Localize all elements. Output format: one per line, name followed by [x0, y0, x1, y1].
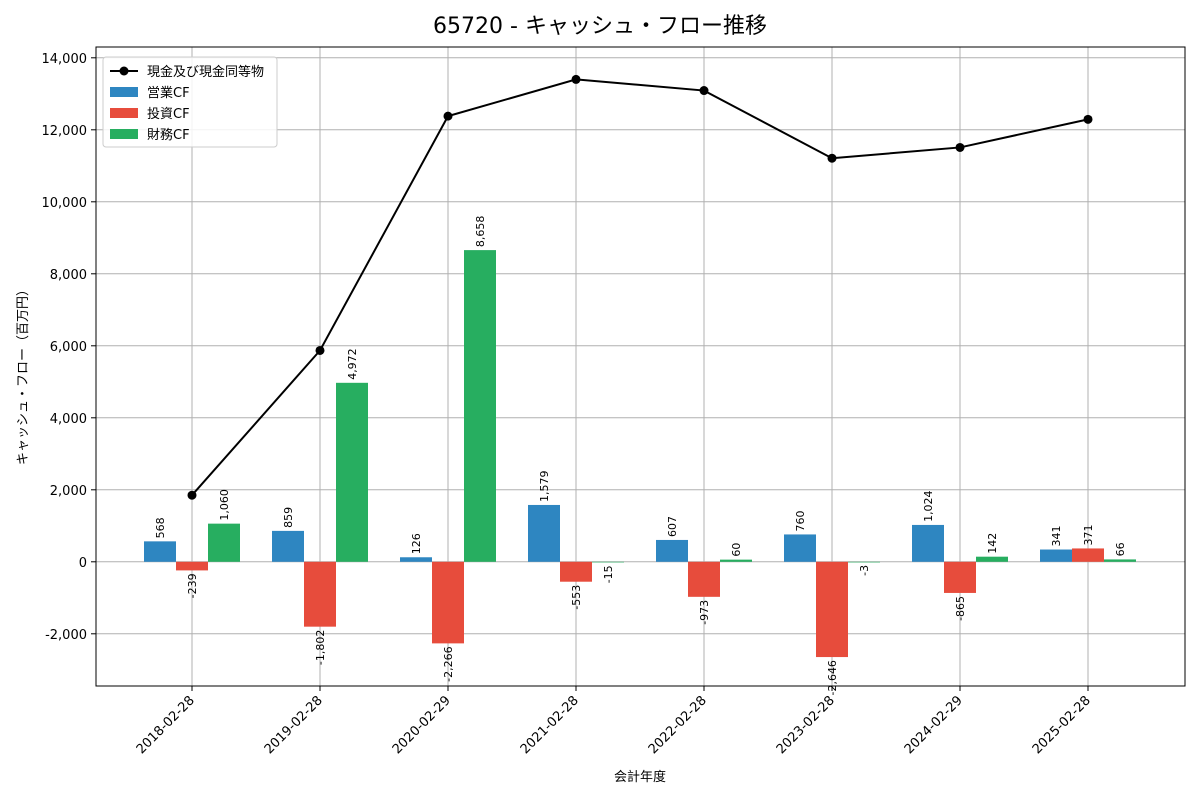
- bar-財務CF-1: [336, 382, 368, 562]
- bar-財務CF-6: [976, 556, 1008, 562]
- bar-財務CF-5: [848, 561, 880, 563]
- data-label: 66: [1114, 542, 1127, 556]
- bar-財務CF-7: [1104, 559, 1136, 562]
- legend-box: [102, 56, 278, 148]
- line-point: [699, 86, 709, 96]
- bar-投資CF-1: [304, 561, 336, 627]
- data-label: -3: [858, 565, 871, 576]
- cash-line: [187, 74, 1093, 500]
- data-label: -239: [186, 573, 199, 598]
- data-label: 568: [154, 517, 167, 538]
- data-label: 760: [794, 510, 807, 531]
- data-label: 142: [986, 533, 999, 554]
- bar-財務CF-3: [592, 561, 624, 563]
- y-tick-label: 2,000: [50, 484, 87, 499]
- data-label: 371: [1082, 524, 1095, 545]
- data-label: -2,266: [442, 646, 455, 681]
- line-point: [187, 490, 197, 500]
- bars: [144, 250, 1136, 658]
- x-tick-label: 2024-02-29: [902, 693, 966, 757]
- legend-label: 投資CF: [147, 106, 190, 122]
- bar-投資CF-2: [432, 561, 464, 644]
- bar-財務CF-0: [208, 523, 240, 562]
- data-labels: 568 859 126 1,579 607 760 1,024 341 -239 -1,802 -2…: [154, 216, 1127, 696]
- line-point: [315, 345, 325, 355]
- bar-投資CF-5: [816, 561, 848, 658]
- data-label: 859: [282, 507, 295, 528]
- line-point: [1083, 114, 1093, 124]
- bar-営業CF-3: [528, 504, 560, 562]
- y-tick-label: 6,000: [50, 340, 87, 355]
- y-tick-label: 12,000: [42, 124, 88, 139]
- data-label: -2,646: [826, 660, 839, 695]
- data-label: 1,579: [538, 470, 551, 502]
- bar-営業CF-7: [1040, 549, 1072, 562]
- x-tick-label: 2020-02-29: [390, 693, 454, 757]
- bar-財務CF-2: [464, 250, 496, 562]
- data-label: 126: [410, 533, 423, 554]
- legend-label: 現金及び現金同等物: [147, 64, 264, 80]
- data-label: -15: [602, 565, 615, 583]
- legend-swatch: [110, 129, 138, 139]
- y-tick-label: 10,000: [42, 196, 88, 211]
- legend-swatch: [110, 87, 138, 97]
- legend-label: 財務CF: [147, 128, 190, 143]
- data-label: -865: [954, 596, 967, 621]
- bar-投資CF-6: [944, 561, 976, 593]
- data-label: 4,972: [346, 348, 359, 380]
- y-tick-label: -2,000: [45, 628, 87, 643]
- bar-投資CF-4: [688, 561, 720, 597]
- y-axis-title: キャッシュ・フロー（百万円）: [16, 283, 31, 465]
- y-tick-label: 4,000: [50, 412, 87, 427]
- x-tick-label: 2022-02-28: [646, 693, 710, 757]
- x-tick-label: 2019-02-28: [262, 693, 326, 757]
- bar-営業CF-1: [272, 530, 304, 562]
- data-label: 8,658: [474, 216, 487, 248]
- line-point: [955, 142, 965, 152]
- legend-swatch: [110, 108, 138, 118]
- x-axis-title: 会計年度: [614, 769, 666, 785]
- line-point: [571, 74, 581, 84]
- data-label: -553: [570, 585, 583, 610]
- x-tick-label: 2023-02-28: [774, 693, 838, 757]
- y-tick-label: 14,000: [42, 52, 88, 67]
- bar-投資CF-3: [560, 561, 592, 582]
- legend-marker: [119, 66, 129, 76]
- bar-投資CF-7: [1072, 548, 1104, 562]
- data-label: 607: [666, 516, 679, 537]
- bar-財務CF-4: [720, 559, 752, 562]
- data-label: -973: [698, 600, 711, 625]
- y-tick-label: 8,000: [50, 268, 87, 283]
- y-tick-label: 0: [79, 556, 87, 571]
- x-tick-label: 2021-02-28: [518, 693, 582, 757]
- x-tick-label: 2018-02-28: [134, 693, 198, 757]
- line-cash-equivalents: [191, 78, 1089, 496]
- plot-frame: [95, 46, 1186, 687]
- line-point: [827, 153, 837, 163]
- data-label: 1,060: [218, 489, 231, 521]
- data-label: 60: [730, 543, 743, 557]
- bar-営業CF-4: [656, 539, 688, 562]
- bar-営業CF-6: [912, 524, 944, 562]
- line-point: [443, 111, 453, 121]
- chart-title: 65720 - キャッシュ・フロー推移: [433, 14, 767, 39]
- x-tick-label: 2025-02-28: [1030, 693, 1094, 757]
- data-label: -1,802: [314, 630, 327, 665]
- bar-営業CF-0: [144, 541, 176, 562]
- bar-営業CF-2: [400, 557, 432, 562]
- data-label: 1,024: [922, 490, 935, 522]
- legend-label: 営業CF: [147, 85, 190, 101]
- axes: -2,000 0 2,000 4,000 6,000 8,000 10,000 12,000 1…: [42, 52, 1094, 757]
- bar-投資CF-0: [176, 561, 208, 571]
- bar-営業CF-5: [784, 534, 816, 562]
- data-label: 341: [1050, 526, 1063, 547]
